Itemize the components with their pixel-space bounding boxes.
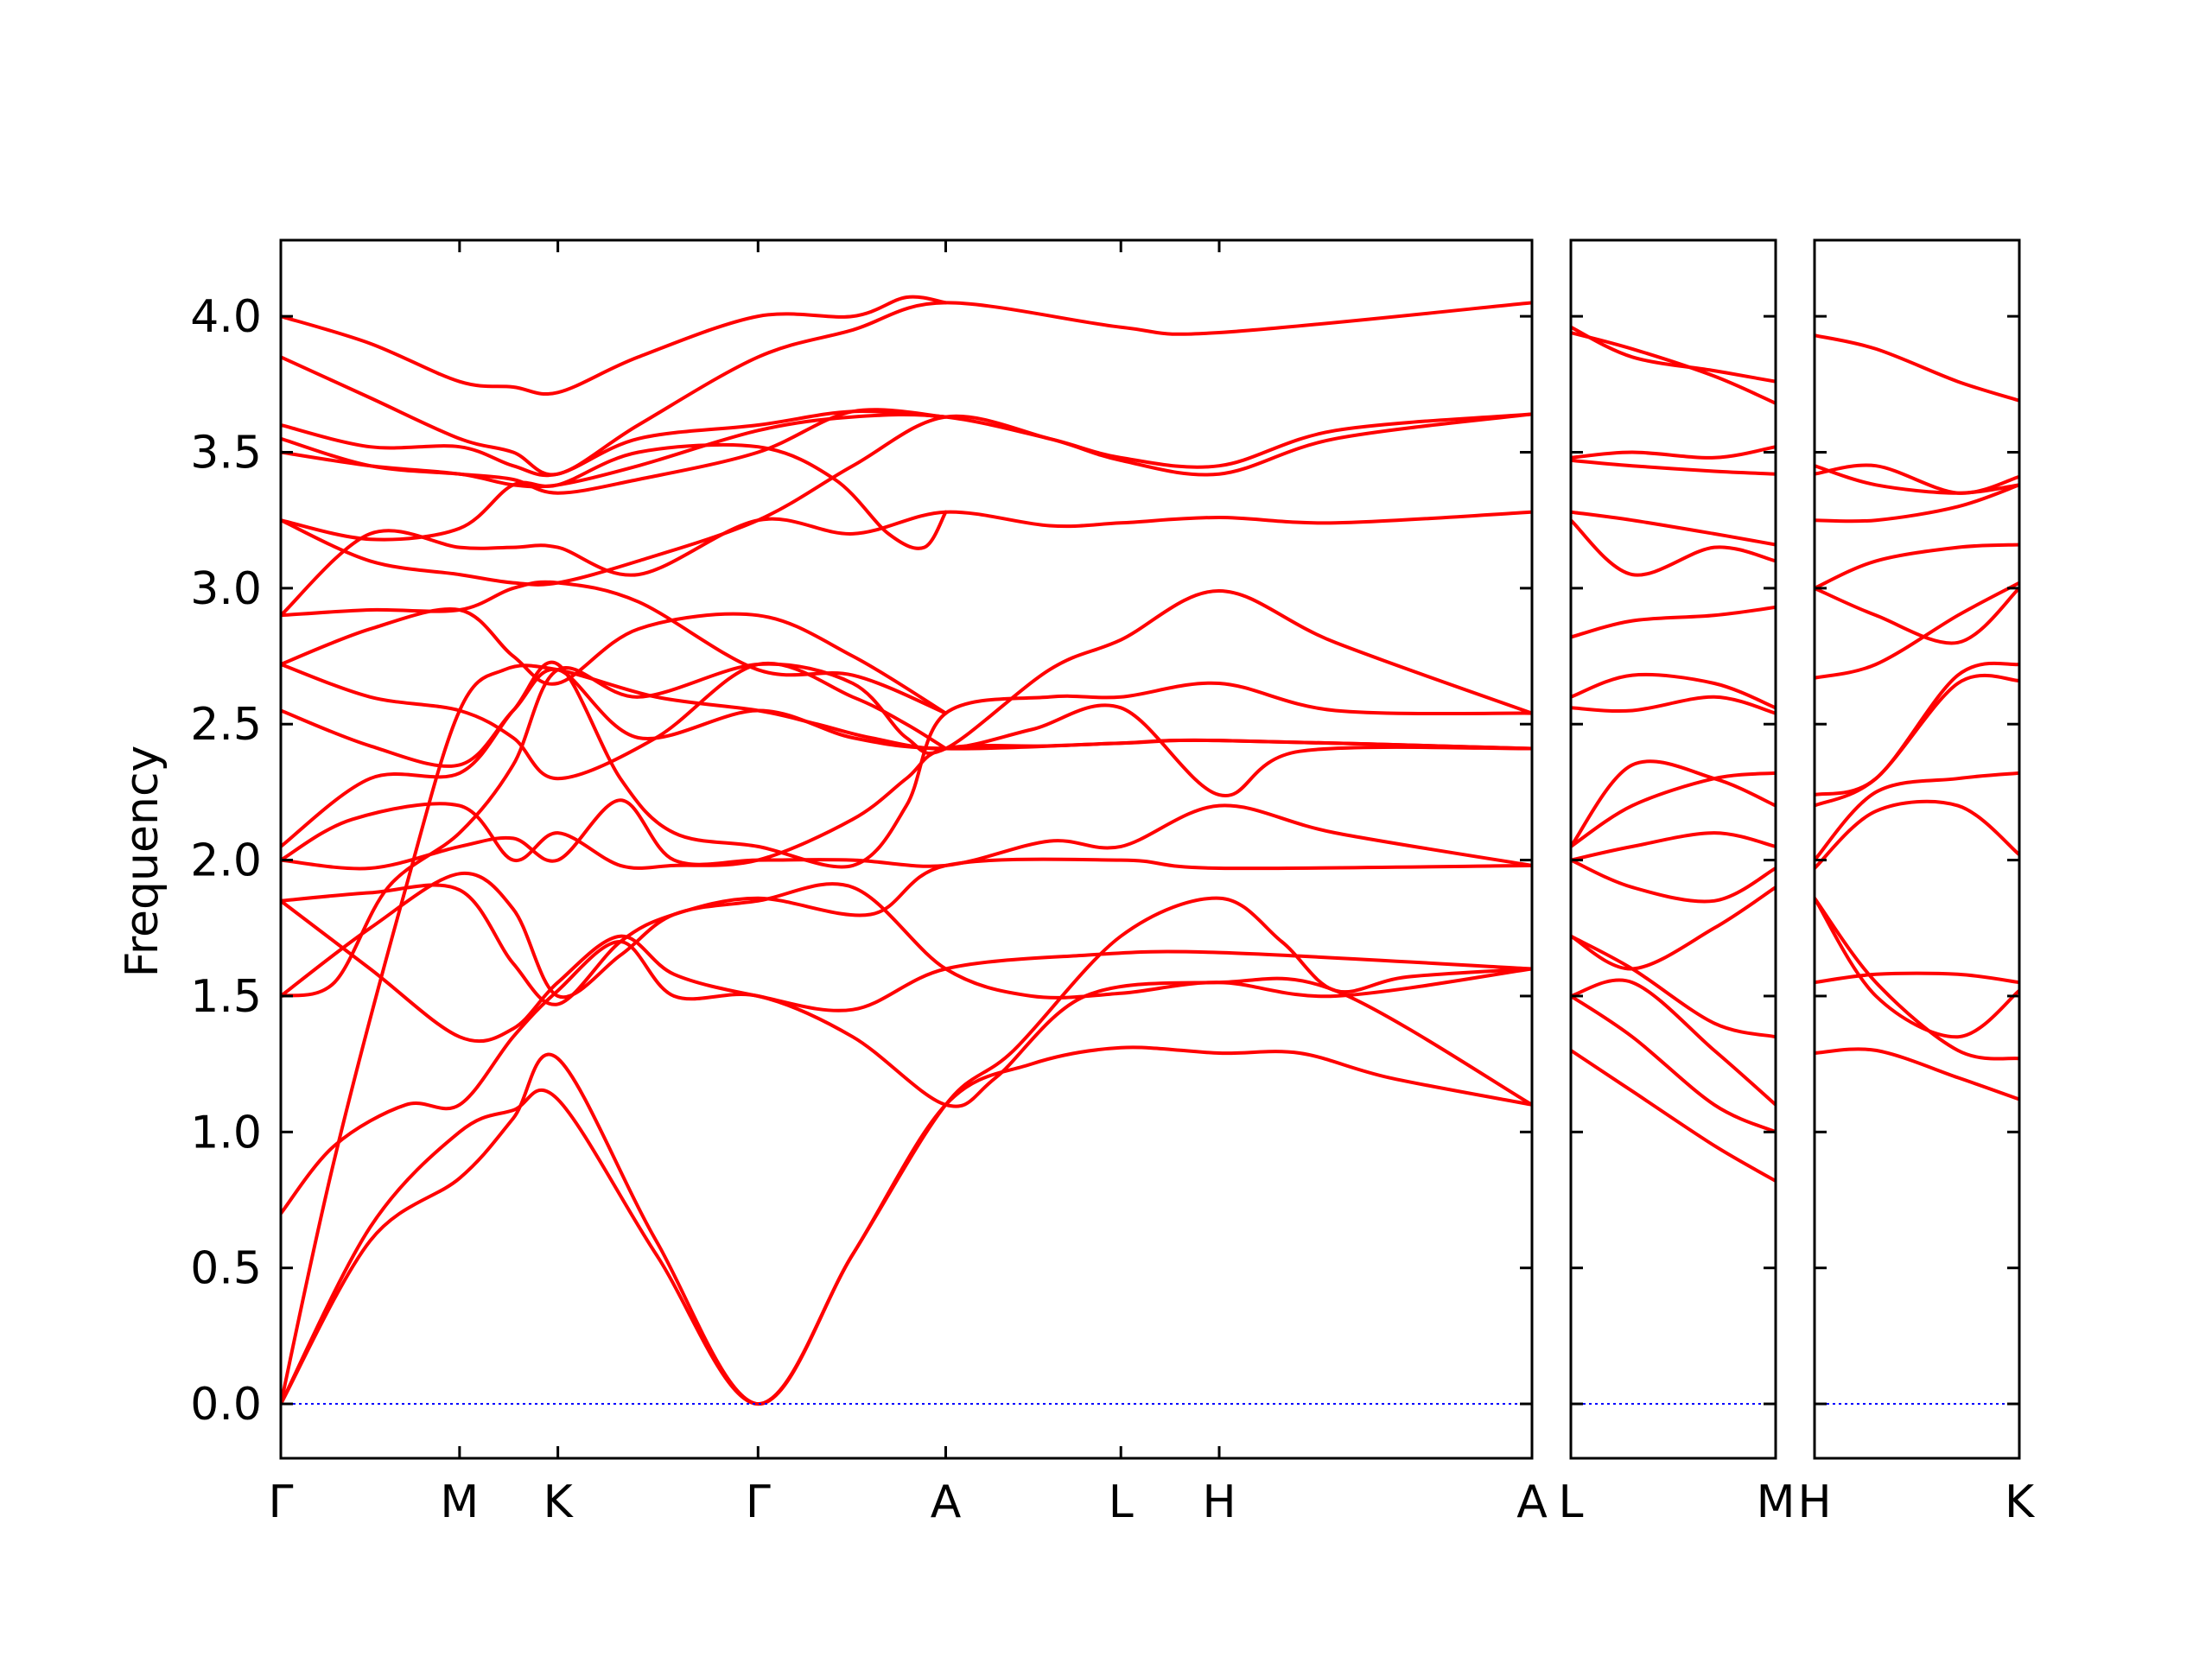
- panel-2-band-10: [1571, 672, 1776, 710]
- panel-2-frame: [1569, 238, 1777, 1460]
- panel-1-kpoint-label-1: M: [440, 1476, 479, 1528]
- panel-2-kpoint-label-0: L: [1559, 1476, 1584, 1528]
- panel-2-band-8: [1571, 771, 1776, 848]
- panel-2-band-14: [1571, 458, 1776, 476]
- panel-3-band-5: [1815, 771, 2019, 862]
- panel-3-band-0: [1815, 1047, 2019, 1101]
- ytick-label-5: 2.5: [190, 699, 262, 751]
- panel-2-band-2: [1571, 978, 1776, 1107]
- ytick-label-4: 2.0: [190, 835, 262, 887]
- panel-1-band-13: [281, 607, 948, 715]
- panel-2-band-9: [1571, 695, 1776, 715]
- panel-3-frame: [1813, 238, 2021, 1460]
- panel-2-band-4: [1571, 885, 1776, 971]
- panel-2-band-5: [1571, 858, 1776, 904]
- panel-1-kpoint-label-2: K: [543, 1476, 575, 1528]
- ytick-label-6: 3.0: [190, 563, 262, 615]
- panel-1-kpoint-label-0: Γ: [269, 1476, 294, 1528]
- panel-1-band-0: [281, 1045, 1532, 1406]
- y-axis-label: Frequency: [117, 746, 168, 978]
- panel-2-band-13: [1571, 510, 1776, 547]
- panel-3-band-4: [1815, 799, 2019, 870]
- panel-1-kpoint-label-5: L: [1109, 1476, 1134, 1528]
- panel-3-band-10: [1815, 586, 2019, 645]
- panel-1-band-8: [281, 798, 1532, 871]
- panel-3-kpoint-label-0: H: [1797, 1476, 1831, 1528]
- panel-2-kpoint-label-1: M: [1757, 1476, 1796, 1528]
- ytick-label-7: 3.5: [190, 427, 262, 479]
- panel-1-kpoint-label-3: Γ: [746, 1476, 771, 1528]
- panel-1-kpoint-label-4: A: [931, 1476, 962, 1528]
- panel-1-band-5: [281, 588, 1532, 998]
- panel-2-band-12: [1571, 518, 1776, 577]
- panel-1-band-9: [281, 660, 1532, 869]
- bands-layer: [281, 295, 2019, 1406]
- panel-3-band-6: [1815, 673, 2019, 808]
- panel-2-band-15: [1571, 445, 1776, 460]
- panel-1-band-6: [281, 857, 1532, 1006]
- panel-2-band-0: [1571, 1048, 1776, 1183]
- panel-1-band-22: [281, 295, 948, 397]
- panel-3-band-3: [1815, 896, 2019, 1039]
- ytick-label-0: 0.0: [190, 1379, 262, 1431]
- panel-1-band-15: [281, 510, 1532, 618]
- panel-2-band-6: [1571, 831, 1776, 862]
- panel-3-band-13: [1815, 464, 2019, 495]
- panel-1-band-11: [281, 667, 1532, 768]
- panel-frames-layer: [279, 238, 2021, 1460]
- panel-1-band-12: [281, 661, 948, 781]
- panel-2-band-7: [1571, 759, 1776, 848]
- panel-1-bands: [281, 295, 1532, 1406]
- panel-2-bands: [1571, 325, 1776, 1183]
- ytick-label-8: 4.0: [190, 291, 262, 343]
- panel-3-bands: [1815, 333, 2019, 1101]
- panel-2-band-17: [1571, 325, 1776, 384]
- panel-1-band-1: [281, 896, 1532, 1406]
- panel-1-band-2: [281, 663, 1532, 1406]
- panel-2-band-16: [1571, 331, 1776, 405]
- panel-3-band-1: [1815, 971, 2019, 985]
- ytick-label-1: 0.5: [190, 1243, 262, 1295]
- panel-1-band-14: [281, 580, 948, 715]
- panel-1-band-21: [281, 301, 1532, 477]
- ytick-label-2: 1.0: [190, 1107, 262, 1158]
- panel-3-kpoint-label-1: K: [2005, 1476, 2036, 1528]
- panel-1-band-7: [281, 898, 1532, 1044]
- panel-3-band-7: [1815, 661, 2019, 797]
- panel-2-band-3: [1571, 934, 1776, 1039]
- panel-3-band-9: [1815, 543, 2019, 590]
- panel-1-band-17: [281, 412, 1532, 587]
- panel-1-kpoint-label-6: H: [1202, 1476, 1236, 1528]
- ticks-layer: [279, 240, 2021, 1458]
- panel-3-band-14: [1815, 333, 2019, 403]
- labels-layer: Γ M K Γ A L H A L M H K0.00.51.01.52.02.53.03.54.0: [190, 291, 2036, 1528]
- panel-3-band-11: [1815, 483, 2019, 524]
- panel-1-frame: [279, 238, 1534, 1460]
- panel-1-band-16: [281, 442, 948, 550]
- panel-1-band-4: [281, 871, 1532, 1000]
- panel-3-band-8: [1815, 581, 2019, 680]
- panel-3-band-2: [1815, 896, 2019, 1061]
- ytick-label-3: 1.5: [190, 971, 262, 1023]
- panel-1-band-19: [281, 408, 948, 495]
- panel-3-band-12: [1815, 463, 2019, 495]
- panel-1-band-3: [281, 939, 1532, 1216]
- panel-1-kpoint-label-7: A: [1516, 1476, 1548, 1528]
- panel-2-band-1: [1571, 994, 1776, 1134]
- panel-2-band-11: [1571, 605, 1776, 639]
